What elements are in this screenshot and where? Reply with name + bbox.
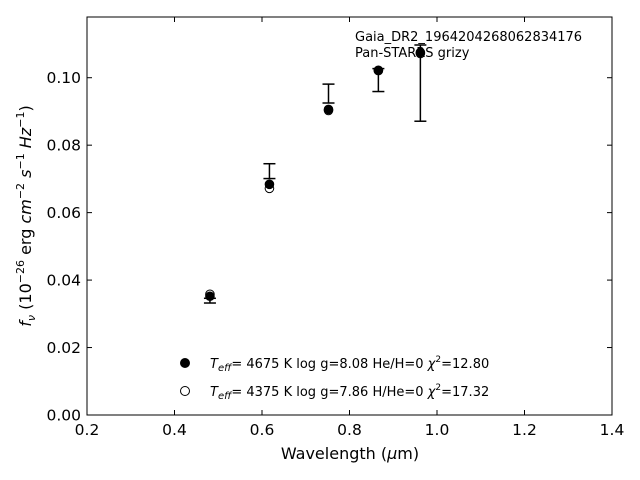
- y-tick-label: 0.02: [46, 339, 81, 357]
- y-tick-label: 0.10: [46, 69, 81, 87]
- model-point-open: [373, 65, 384, 76]
- error-bars: [203, 44, 427, 304]
- legend-marker-filled: [180, 358, 190, 368]
- legend-marker-open: [180, 386, 190, 396]
- y-tick-label: 0.04: [46, 272, 81, 290]
- x-tick-label: 0.8: [337, 421, 362, 439]
- model-point-open: [415, 48, 426, 59]
- plot-frame: [86, 16, 613, 416]
- model-point-open: [205, 289, 215, 300]
- model-point-open: [323, 105, 334, 116]
- x-tick-label: 1.4: [600, 421, 625, 439]
- data-markers: [205, 47, 426, 302]
- legend-entry-filled: Teff= 4675 K log g=8.08 He/H=0 χ2=12.80: [210, 355, 489, 374]
- legend: Teff= 4675 K log g=8.08 He/H=0 χ2=12.80 …: [180, 355, 489, 402]
- legend-entry-open: Teff= 4375 K log g=7.86 H/He=0 χ2=17.32: [210, 383, 489, 402]
- y-axis-label: fν (10−26 erg cm−2 s−1 Hz−1): [14, 105, 38, 326]
- axis-ticks: [86, 17, 613, 416]
- x-tick-label: 1.0: [425, 421, 450, 439]
- x-tick-label: 0.2: [75, 421, 100, 439]
- x-axis-label: Wavelength (μm): [281, 444, 419, 463]
- y-tick-label: 0.08: [46, 137, 81, 155]
- model-point-open: [264, 183, 275, 194]
- axis-tick-labels: 0.2 0.4 0.6 0.8 1.0 1.2 1.4 0.00 0.02 0.04 0.06 0.0…: [46, 69, 624, 439]
- y-tick-label: 0.06: [46, 204, 81, 222]
- model-point-filled: [205, 291, 215, 302]
- x-tick-label: 1.2: [512, 421, 537, 439]
- y-tick-label: 0.00: [46, 407, 81, 425]
- x-tick-label: 0.4: [162, 421, 187, 439]
- x-tick-label: 0.6: [250, 421, 275, 439]
- annotation-survey: Pan-STARRS grizy: [355, 46, 470, 61]
- annotation-star-id: Gaia_DR2_1964204268062834176: [355, 30, 582, 45]
